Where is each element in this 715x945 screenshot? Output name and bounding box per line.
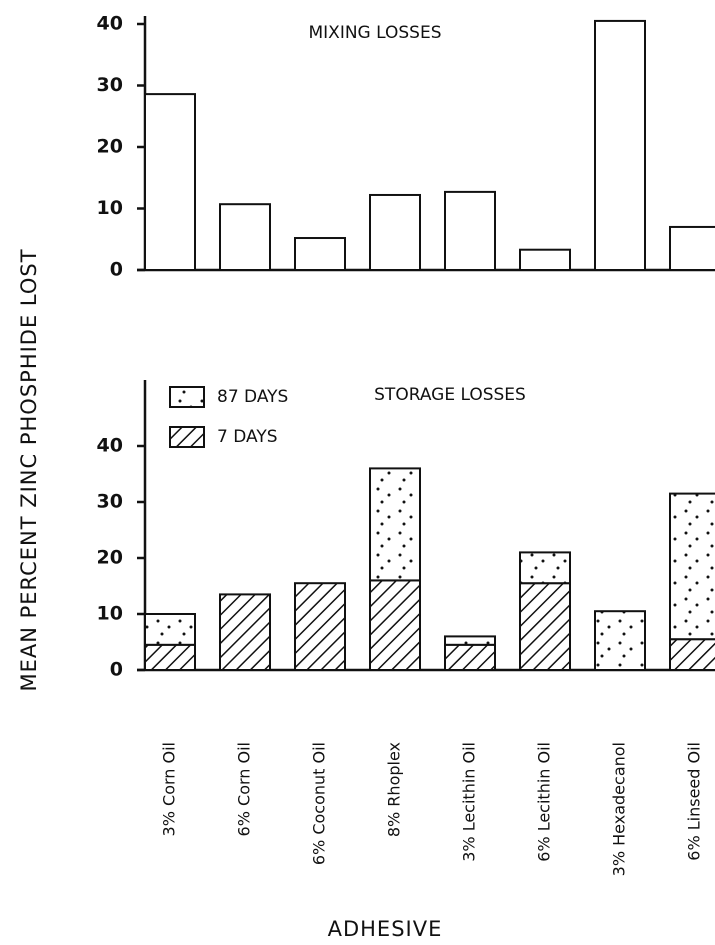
y-tick-label: 30: [97, 491, 123, 513]
bar-segment: [369, 579, 421, 672]
bar-segment: [144, 643, 196, 671]
chart-title: MIXING LOSSES: [309, 23, 442, 43]
bar: [219, 203, 271, 272]
bar: [294, 237, 346, 272]
legend-label: 7 DAYS: [217, 427, 278, 447]
x-tick-label: 6% Linseed Oil: [685, 742, 704, 861]
bar: [144, 93, 196, 271]
bar-segment: [219, 593, 271, 672]
bar-segment: [144, 613, 196, 646]
y-tick-label: 30: [97, 74, 123, 96]
y-tick-label: 40: [97, 435, 123, 457]
y-tick-label: 0: [110, 259, 123, 281]
bar: [369, 193, 421, 271]
bar: [669, 225, 715, 271]
y-tick-label: 20: [97, 547, 123, 569]
legend-swatch: [169, 386, 205, 408]
bar-segment: [519, 551, 571, 585]
y-tick-label: 20: [97, 136, 123, 158]
x-tick-label: 3% Corn Oil: [160, 742, 179, 836]
x-tick-label: 3% Lecithin Oil: [460, 742, 479, 862]
x-axis-label: ADHESIVE: [328, 917, 443, 941]
bar-segment: [444, 643, 496, 671]
y-tick-label: 10: [97, 197, 123, 219]
y-tick-label: 10: [97, 603, 123, 625]
y-tick-label: 0: [110, 659, 123, 681]
bar-segment: [669, 638, 715, 672]
bar-segment: [444, 635, 496, 646]
bar-segment: [519, 582, 571, 672]
bar-segment: [594, 610, 646, 672]
legend-swatch: [169, 426, 205, 448]
y-tick-label: 40: [97, 13, 123, 35]
legend-label: 87 DAYS: [217, 387, 288, 407]
y-axis-label: MEAN PERCENT ZINC PHOSPHIDE LOST: [17, 248, 41, 691]
chart-title: STORAGE LOSSES: [374, 385, 526, 405]
x-tick-label: 6% Corn Oil: [235, 742, 254, 836]
bar-segment: [369, 467, 421, 582]
x-tick-label: 3% Hexadecanol: [610, 742, 629, 876]
bar: [444, 190, 496, 272]
x-tick-label: 8% Rhoplex: [385, 742, 404, 837]
bar: [519, 248, 571, 272]
bar: [594, 19, 646, 271]
bar-segment: [669, 492, 715, 641]
bar-segment: [294, 582, 346, 672]
x-tick-label: 6% Coconut Oil: [310, 742, 329, 865]
x-tick-label: 6% Lecithin Oil: [535, 742, 554, 862]
